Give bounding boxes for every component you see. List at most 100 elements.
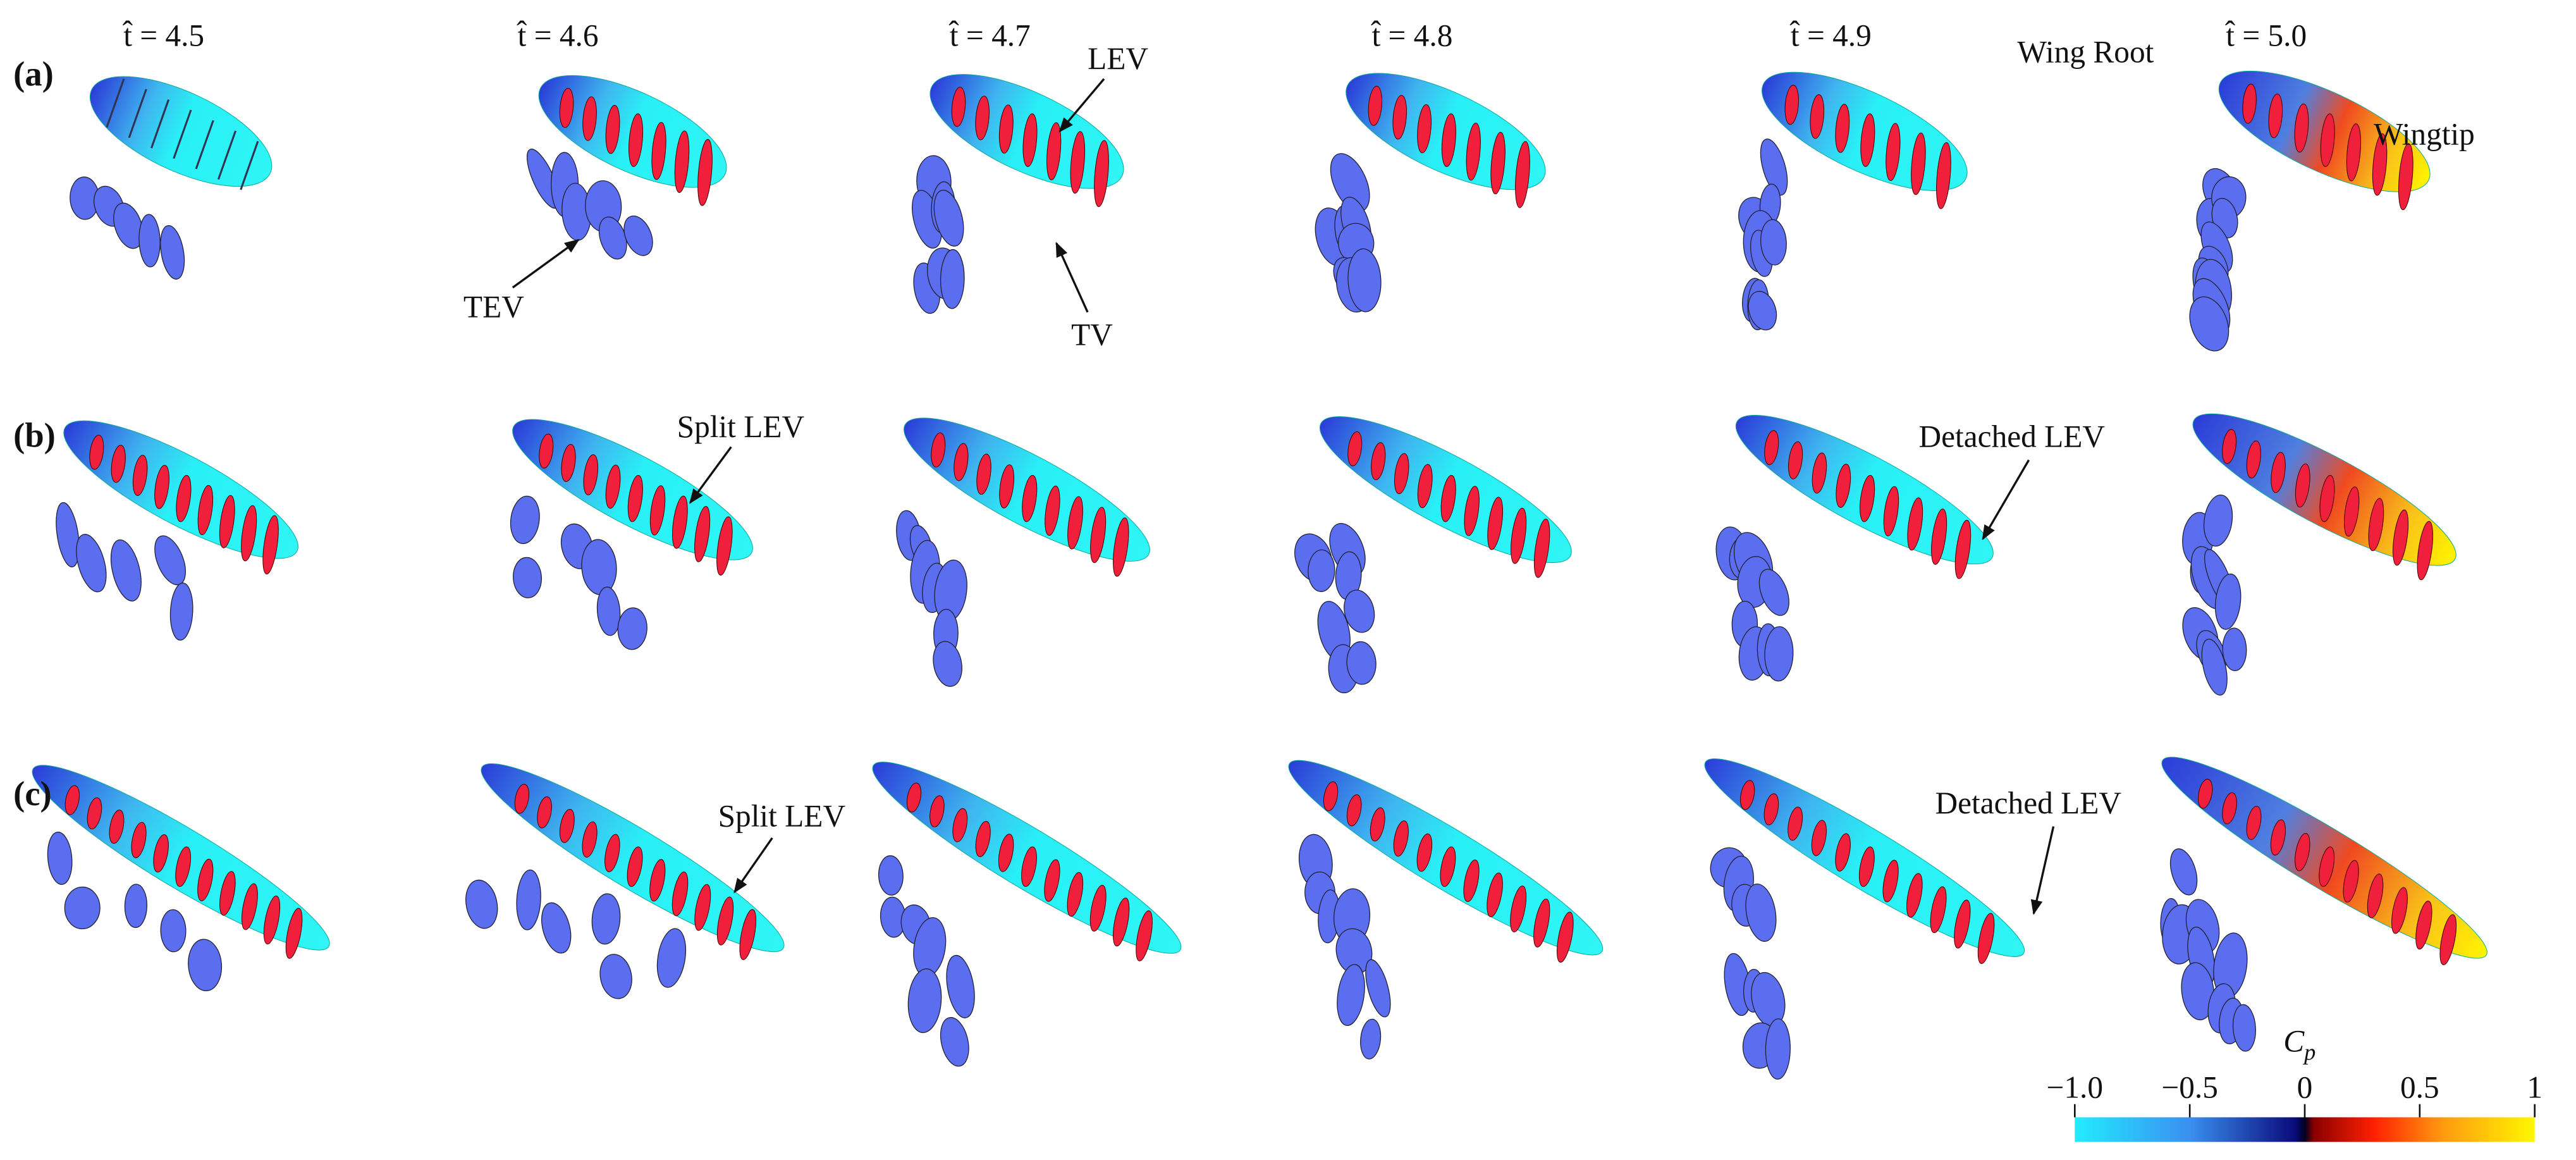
vortex xyxy=(1748,290,1777,331)
vortex xyxy=(1764,626,1794,682)
vortex xyxy=(160,909,187,953)
row-label: (a) xyxy=(13,54,54,93)
vortex xyxy=(656,928,687,988)
lev xyxy=(582,821,598,858)
colorbar-tick-label: −1.0 xyxy=(2047,1070,2104,1104)
lev xyxy=(1021,846,1037,887)
vortex xyxy=(160,225,185,280)
colorbar-gradient xyxy=(2075,1117,2535,1142)
lev xyxy=(952,808,968,842)
lev xyxy=(1440,846,1456,887)
lev xyxy=(2346,123,2361,182)
lev xyxy=(2393,509,2409,566)
arrow xyxy=(1982,459,2030,541)
vortex xyxy=(110,539,142,602)
colorbar-label-main: C xyxy=(2283,1024,2305,1059)
lev xyxy=(1490,132,1506,195)
lev xyxy=(561,443,576,482)
lev xyxy=(241,505,257,562)
annotation: Split LEV xyxy=(677,409,805,444)
lev xyxy=(1022,113,1038,167)
vortex xyxy=(1346,641,1377,685)
lev xyxy=(1441,113,1456,167)
lev xyxy=(2320,113,2335,167)
vortex xyxy=(1308,549,1335,592)
lev xyxy=(1557,911,1574,963)
vortex xyxy=(169,583,193,641)
lev xyxy=(1931,509,1947,565)
wing-panel xyxy=(32,765,330,992)
arrow xyxy=(1055,242,1089,313)
lev xyxy=(672,872,689,916)
lev xyxy=(154,465,169,509)
lev xyxy=(2242,83,2257,124)
lev xyxy=(1764,430,1779,466)
lev xyxy=(649,485,666,536)
vortex xyxy=(113,202,144,249)
lev xyxy=(1466,122,1481,181)
lev xyxy=(1463,860,1480,903)
vortex xyxy=(2201,638,2228,696)
lev xyxy=(1533,898,1550,947)
lev xyxy=(582,96,597,141)
vortex xyxy=(510,495,540,545)
lev xyxy=(539,433,554,469)
wing-panel xyxy=(1715,414,1994,682)
lev xyxy=(605,464,621,509)
lev xyxy=(262,515,279,575)
lev xyxy=(627,846,643,887)
vortex xyxy=(188,939,223,992)
vortex xyxy=(124,884,147,929)
lev xyxy=(1811,820,1827,856)
lev xyxy=(2415,901,2432,950)
lev xyxy=(1393,820,1409,857)
time-label: t̂ = 4.7 xyxy=(949,18,1031,53)
lev xyxy=(1417,464,1433,509)
vortex xyxy=(1760,219,1787,266)
lev xyxy=(1835,833,1851,872)
annotation: Wingtip xyxy=(2374,117,2475,152)
wing-panel xyxy=(70,76,273,280)
lev xyxy=(629,113,644,167)
lev xyxy=(2295,463,2310,508)
arrow xyxy=(689,446,732,504)
lev xyxy=(1323,781,1339,811)
vortex-core xyxy=(240,140,259,190)
wing-panel xyxy=(912,74,1124,314)
lev xyxy=(1113,898,1130,947)
lev xyxy=(1860,113,1875,167)
vortex xyxy=(591,893,621,945)
wing-panel xyxy=(1704,758,2025,1080)
lev xyxy=(2319,846,2335,887)
lev xyxy=(559,87,574,128)
wing-panel xyxy=(2189,70,2431,352)
lev xyxy=(954,443,969,481)
lev xyxy=(1977,913,1995,964)
lev xyxy=(1510,885,1527,932)
lev xyxy=(2398,143,2413,211)
lev xyxy=(1044,859,1060,902)
lev xyxy=(1515,141,1530,208)
lev xyxy=(2295,832,2310,872)
vortex xyxy=(933,190,964,247)
lev xyxy=(2417,521,2433,581)
lev xyxy=(906,782,922,813)
annotation: TV xyxy=(1071,318,1113,352)
vortex xyxy=(878,855,904,896)
lev xyxy=(998,104,1014,154)
lev xyxy=(1487,872,1503,918)
lev xyxy=(649,859,666,902)
lev xyxy=(2246,806,2262,840)
vortex xyxy=(56,502,80,567)
lev xyxy=(1835,104,1850,153)
lev xyxy=(1883,486,1899,536)
vortex xyxy=(617,607,647,650)
lev xyxy=(1788,441,1803,479)
lev xyxy=(1368,85,1383,126)
lev xyxy=(87,797,102,830)
vortex xyxy=(599,954,632,999)
lev xyxy=(241,883,258,930)
lev xyxy=(1788,806,1803,841)
lev xyxy=(694,506,711,562)
lev xyxy=(514,784,530,814)
